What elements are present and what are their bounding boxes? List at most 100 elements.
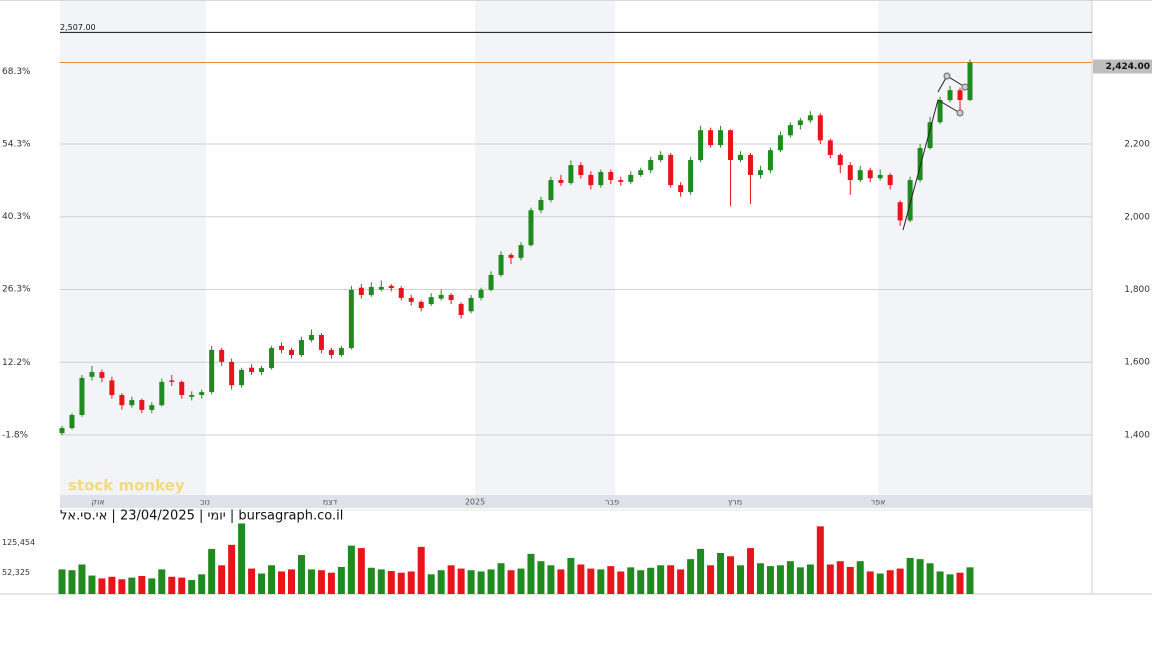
candle-body: [877, 174, 883, 179]
y-tick-label: 1,600: [1124, 358, 1150, 368]
volume-bar: [507, 570, 515, 594]
candle-body: [738, 154, 744, 161]
volume-bar: [78, 564, 86, 594]
candle-body: [857, 170, 863, 181]
candle-body: [229, 361, 235, 386]
volume-bar: [397, 572, 405, 594]
volume-bar: [617, 571, 625, 594]
source-label: יומי | 23/04/2025 | אי.סי.אל | bursagrap…: [60, 509, 343, 524]
candle-body: [937, 100, 943, 123]
candle-body: [328, 349, 334, 355]
candle-body: [508, 254, 514, 258]
candle-body: [169, 380, 175, 382]
candle-body: [628, 174, 634, 182]
volume-bar: [457, 568, 465, 594]
candle-body: [528, 210, 534, 246]
x-tick-label: אפר: [871, 498, 886, 507]
volume-bar: [258, 573, 266, 594]
candle-body: [438, 294, 444, 299]
volume-bar: [657, 565, 665, 594]
candle-body: [728, 130, 734, 161]
candle-body: [757, 170, 763, 175]
candle-body: [89, 372, 95, 377]
volume-tick-label: 52,325: [2, 568, 30, 577]
volume-bar: [337, 566, 345, 594]
candle-body: [119, 394, 125, 406]
candle-body: [99, 372, 105, 378]
volume-bar: [567, 557, 575, 594]
candle-body: [578, 165, 584, 175]
candle-body: [668, 154, 674, 186]
volume-bar: [607, 566, 615, 594]
candle-body: [548, 180, 554, 201]
volume-bar: [437, 570, 445, 594]
volume-bar: [697, 548, 705, 594]
volume-bar: [896, 568, 904, 594]
volume-bar: [138, 575, 146, 594]
volume-bar: [916, 559, 924, 594]
candle-body: [837, 154, 843, 166]
y-tick-label: 1,800: [1124, 285, 1150, 295]
candle-body: [139, 400, 145, 410]
volume-bar: [128, 577, 136, 594]
volume-bar: [268, 565, 276, 594]
anchor-point: [961, 83, 969, 91]
volume-bar: [387, 571, 395, 594]
candle-body: [219, 349, 225, 362]
candle-body: [807, 115, 813, 121]
candle-body: [688, 160, 694, 193]
volume-bar: [407, 571, 415, 594]
candle-body: [269, 348, 275, 369]
volume-bar: [627, 567, 635, 594]
candle-body: [767, 150, 773, 171]
candle-body: [887, 174, 893, 186]
volume-bar: [936, 571, 944, 594]
volume-bar: [537, 561, 545, 594]
price-box: [1093, 59, 1152, 74]
candle-body: [209, 349, 215, 393]
volume-bar: [647, 567, 655, 594]
trend-line: [902, 99, 961, 231]
volume-bar: [707, 565, 715, 594]
candle-body: [408, 297, 414, 302]
volume-bar: [557, 569, 565, 594]
volume-bar: [966, 567, 974, 594]
candle-body: [518, 245, 524, 258]
volume-bar: [796, 567, 804, 594]
candle-body: [708, 130, 714, 146]
candle-body: [907, 180, 913, 221]
month-band: [475, 0, 615, 495]
candle-body: [259, 368, 265, 373]
volume-bar: [198, 574, 206, 594]
volume-bar: [856, 561, 864, 594]
y2-tick-label: 68.3%: [2, 67, 31, 77]
volume-bar: [118, 579, 126, 594]
candle-body: [348, 289, 354, 349]
candle-body: [298, 340, 304, 355]
x-tick-label: נוב: [200, 498, 210, 507]
watermark: stock monkey: [68, 477, 185, 495]
candle-body: [338, 348, 344, 355]
volume-bar: [278, 571, 286, 594]
volume-bar: [427, 574, 435, 594]
volume-bar: [248, 568, 256, 594]
volume-bar: [467, 570, 475, 594]
volume-bar: [68, 570, 76, 594]
volume-bar: [806, 564, 814, 594]
candle-body: [239, 369, 245, 386]
volume-bar: [667, 565, 675, 594]
volume-bar: [108, 576, 116, 594]
volume-bar: [98, 578, 106, 594]
volume-bar: [746, 548, 754, 594]
volume-bar: [577, 564, 585, 594]
volume-bar: [836, 561, 844, 594]
candle-body: [418, 301, 424, 309]
volume-bar: [188, 580, 196, 594]
volume-bar: [287, 569, 295, 594]
volume-bar: [547, 565, 555, 594]
volume-bar: [677, 569, 685, 594]
candle-body: [917, 148, 923, 181]
candle-body: [428, 297, 434, 305]
y2-tick-label: -1.8%: [2, 430, 29, 440]
